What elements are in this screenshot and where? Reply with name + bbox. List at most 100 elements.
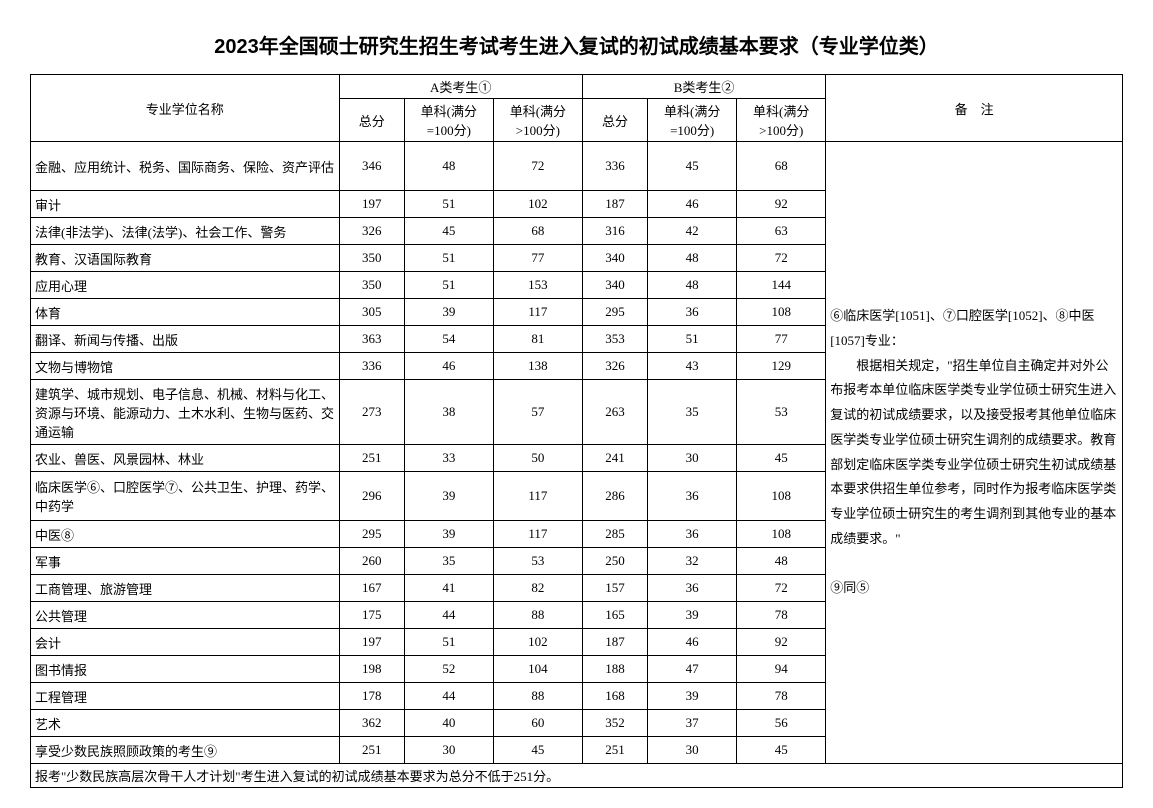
- header-group-b: B类考生②: [582, 75, 825, 99]
- score-cell: 54: [404, 326, 493, 353]
- score-cell: 273: [339, 380, 404, 445]
- score-cell: 45: [648, 142, 737, 191]
- score-cell: 51: [404, 629, 493, 656]
- score-cell: 48: [648, 272, 737, 299]
- score-cell: 56: [737, 710, 826, 737]
- score-cell: 30: [404, 737, 493, 764]
- score-cell: 39: [648, 683, 737, 710]
- major-cell: 翻译、新闻与传播、出版: [31, 326, 340, 353]
- score-cell: 117: [493, 521, 582, 548]
- score-cell: 295: [339, 521, 404, 548]
- score-cell: 102: [493, 629, 582, 656]
- score-cell: 30: [648, 445, 737, 472]
- score-cell: 92: [737, 629, 826, 656]
- score-cell: 197: [339, 629, 404, 656]
- score-cell: 153: [493, 272, 582, 299]
- score-cell: 188: [582, 656, 647, 683]
- score-cell: 350: [339, 245, 404, 272]
- score-cell: 40: [404, 710, 493, 737]
- score-cell: 198: [339, 656, 404, 683]
- score-cell: 350: [339, 272, 404, 299]
- score-cell: 82: [493, 575, 582, 602]
- header-major: 专业学位名称: [31, 75, 340, 142]
- major-cell: 建筑学、城市规划、电子信息、机械、材料与化工、资源与环境、能源动力、土木水利、生…: [31, 380, 340, 445]
- header-b-sub2: 单科(满分>100分): [737, 99, 826, 142]
- score-cell: 340: [582, 272, 647, 299]
- score-cell: 36: [648, 299, 737, 326]
- score-cell: 45: [404, 218, 493, 245]
- major-cell: 教育、汉语国际教育: [31, 245, 340, 272]
- score-cell: 88: [493, 602, 582, 629]
- score-cell: 285: [582, 521, 647, 548]
- major-cell: 工商管理、旅游管理: [31, 575, 340, 602]
- score-cell: 296: [339, 472, 404, 521]
- header-a-sub2: 单科(满分>100分): [493, 99, 582, 142]
- score-cell: 77: [737, 326, 826, 353]
- score-cell: 326: [339, 218, 404, 245]
- score-cell: 35: [404, 548, 493, 575]
- header-group-a: A类考生①: [339, 75, 582, 99]
- header-b-sub1: 单科(满分=100分): [648, 99, 737, 142]
- score-cell: 250: [582, 548, 647, 575]
- score-cell: 197: [339, 191, 404, 218]
- score-cell: 362: [339, 710, 404, 737]
- score-cell: 44: [404, 602, 493, 629]
- score-cell: 53: [737, 380, 826, 445]
- score-cell: 78: [737, 602, 826, 629]
- score-cell: 51: [648, 326, 737, 353]
- score-cell: 60: [493, 710, 582, 737]
- score-cell: 352: [582, 710, 647, 737]
- score-cell: 48: [404, 142, 493, 191]
- footer-note: 报考"少数民族高层次骨干人才计划"考生进入复试的初试成绩基本要求为总分不低于25…: [31, 764, 1123, 788]
- score-cell: 46: [404, 353, 493, 380]
- score-cell: 165: [582, 602, 647, 629]
- major-cell: 享受少数民族照顾政策的考生⑨: [31, 737, 340, 764]
- major-cell: 法律(非法学)、法律(法学)、社会工作、警务: [31, 218, 340, 245]
- score-cell: 68: [493, 218, 582, 245]
- score-cell: 38: [404, 380, 493, 445]
- score-cell: 53: [493, 548, 582, 575]
- score-cell: 167: [339, 575, 404, 602]
- score-cell: 92: [737, 191, 826, 218]
- score-cell: 48: [648, 245, 737, 272]
- score-cell: 108: [737, 299, 826, 326]
- score-cell: 39: [404, 299, 493, 326]
- score-cell: 241: [582, 445, 647, 472]
- score-cell: 340: [582, 245, 647, 272]
- score-cell: 346: [339, 142, 404, 191]
- major-cell: 艺术: [31, 710, 340, 737]
- score-cell: 187: [582, 191, 647, 218]
- score-table: 专业学位名称 A类考生① B类考生② 备 注 总分 单科(满分=100分) 单科…: [30, 74, 1123, 788]
- score-cell: 78: [737, 683, 826, 710]
- score-cell: 363: [339, 326, 404, 353]
- page-title: 2023年全国硕士研究生招生考试考生进入复试的初试成绩基本要求（专业学位类）: [30, 30, 1123, 59]
- score-cell: 35: [648, 380, 737, 445]
- score-cell: 81: [493, 326, 582, 353]
- score-cell: 46: [648, 191, 737, 218]
- score-cell: 336: [582, 142, 647, 191]
- major-cell: 公共管理: [31, 602, 340, 629]
- score-cell: 51: [404, 191, 493, 218]
- score-cell: 57: [493, 380, 582, 445]
- score-cell: 336: [339, 353, 404, 380]
- score-cell: 260: [339, 548, 404, 575]
- score-cell: 129: [737, 353, 826, 380]
- score-cell: 175: [339, 602, 404, 629]
- score-cell: 51: [404, 272, 493, 299]
- major-cell: 体育: [31, 299, 340, 326]
- score-cell: 104: [493, 656, 582, 683]
- score-cell: 187: [582, 629, 647, 656]
- score-cell: 36: [648, 472, 737, 521]
- score-cell: 157: [582, 575, 647, 602]
- score-cell: 44: [404, 683, 493, 710]
- score-cell: 77: [493, 245, 582, 272]
- score-cell: 39: [648, 602, 737, 629]
- score-cell: 117: [493, 472, 582, 521]
- score-cell: 42: [648, 218, 737, 245]
- score-cell: 50: [493, 445, 582, 472]
- score-cell: 45: [737, 737, 826, 764]
- score-cell: 41: [404, 575, 493, 602]
- major-cell: 金融、应用统计、税务、国际商务、保险、资产评估: [31, 142, 340, 191]
- major-cell: 军事: [31, 548, 340, 575]
- score-cell: 168: [582, 683, 647, 710]
